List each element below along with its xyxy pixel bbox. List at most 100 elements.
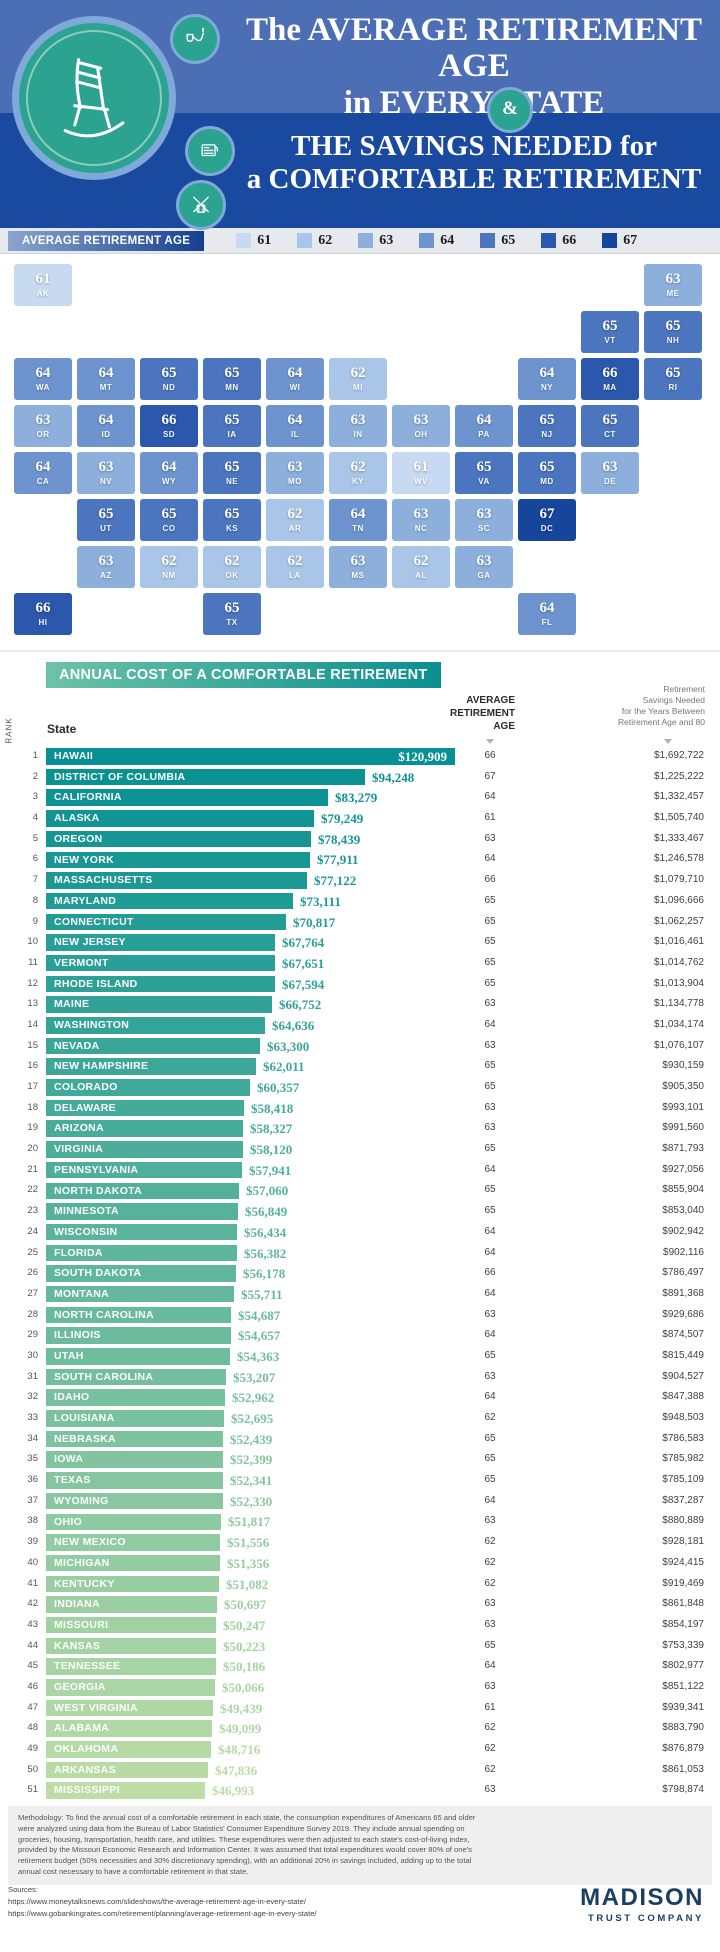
- table-row: 28 NORTH CAROLINA $54,687 63 $929,686: [0, 1305, 720, 1326]
- savings-header-line: Retirement: [663, 684, 705, 694]
- age-value: 62: [484, 1743, 496, 1754]
- cost-bar: NEW MEXICO: [46, 1534, 220, 1551]
- savings-value: $919,469: [662, 1577, 704, 1589]
- cost-bar: DISTRICT OF COLUMBIA: [46, 768, 365, 786]
- state-name-label: COLORADO: [54, 1081, 118, 1094]
- savings-value: $876,879: [662, 1743, 704, 1754]
- state-age-value: 63: [413, 506, 429, 522]
- state-name-label: ARIZONA: [54, 1122, 104, 1135]
- map-state-pa: 64 PA: [455, 405, 513, 447]
- state-age-value: 67: [539, 506, 555, 522]
- state-name-label: ALASKA: [54, 812, 100, 825]
- state-name-label: OHIO: [54, 1515, 83, 1528]
- cost-bar: MISSISSIPPI: [46, 1782, 205, 1799]
- savings-value: $1,013,904: [653, 977, 704, 989]
- state-name-label: OKLAHOMA: [54, 1743, 119, 1756]
- cost-value: $52,439: [230, 1431, 273, 1447]
- state-abbr-label: NV: [99, 477, 113, 486]
- savings-value: $904,527: [662, 1370, 704, 1382]
- table-row: 30 UTAH $54,363 65 $815,449: [0, 1346, 720, 1367]
- cost-value: $67,594: [282, 976, 325, 992]
- legend-swatch: [297, 233, 313, 248]
- age-value: 64: [484, 1494, 496, 1506]
- state-name-label: NORTH DAKOTA: [54, 1184, 142, 1197]
- rank-value: 40: [27, 1556, 38, 1568]
- state-name-label: NEW HAMPSHIRE: [54, 1060, 149, 1073]
- map-state-tn: 64 TN: [329, 499, 387, 541]
- state-abbr-label: MA: [603, 383, 617, 392]
- rank-value: 10: [27, 936, 38, 948]
- age-value: 64: [484, 1225, 496, 1237]
- rank-value: 17: [27, 1081, 38, 1092]
- rank-value: 22: [27, 1184, 38, 1196]
- rank-value: 44: [27, 1639, 38, 1651]
- table-row: 34 NEBRASKA $52,439 65 $786,583: [0, 1429, 720, 1450]
- map-state-ks: 65 KS: [203, 499, 261, 541]
- legend-swatch: [236, 233, 252, 248]
- cost-bar: FLORIDA: [46, 1244, 237, 1262]
- savings-value: $1,333,467: [653, 832, 704, 844]
- savings-value: $847,388: [662, 1391, 704, 1403]
- age-value: 63: [484, 1784, 496, 1796]
- state-age-value: 65: [476, 459, 492, 475]
- rank-value: 36: [27, 1474, 38, 1486]
- savings-value: $1,079,710: [653, 874, 704, 886]
- savings-value: $930,159: [662, 1060, 704, 1072]
- age-value: 62: [484, 1577, 496, 1589]
- rank-value: 25: [27, 1246, 38, 1258]
- rank-value: 27: [27, 1287, 38, 1299]
- savings-value: $993,101: [662, 1101, 704, 1113]
- age-value: 64: [484, 1391, 496, 1403]
- savings-value: $1,692,722: [653, 750, 704, 761]
- state-abbr-label: MI: [353, 383, 363, 392]
- table-row: 5 OREGON $78,439 63 $1,333,467: [0, 829, 720, 850]
- rank-value: 24: [27, 1225, 38, 1237]
- cost-bar: MONTANA: [46, 1285, 234, 1303]
- map-state-ga: 63 GA: [455, 546, 513, 588]
- cost-bar: KANSAS: [46, 1637, 216, 1655]
- cost-value: $51,082: [226, 1576, 269, 1592]
- state-age-value: 66: [161, 412, 177, 428]
- source-link-2[interactable]: https://www.gobankingrates.com/retiremen…: [8, 1908, 317, 1918]
- state-abbr-label: WV: [414, 477, 428, 486]
- table-row: 13 MAINE $66,752 63 $1,134,778: [0, 994, 720, 1015]
- rank-value: 18: [27, 1101, 38, 1113]
- rank-value: 19: [27, 1122, 38, 1134]
- age-value: 65: [484, 1474, 496, 1486]
- map-state-ak: 61 AK: [14, 264, 72, 306]
- table-row: 38 OHIO $51,817 63 $880,889: [0, 1511, 720, 1532]
- state-name-label: IOWA: [54, 1453, 84, 1466]
- state-age-value: 64: [476, 412, 492, 428]
- legend-item: 65: [480, 233, 515, 249]
- map-state-ca: 64 CA: [14, 452, 72, 494]
- state-abbr-label: VT: [604, 336, 616, 345]
- map-grid: 61 AK 63 ME 65 VT 65 NH 64 WA 64 MT 65 ND 65 MN 64 WI 62 MI…: [0, 264, 720, 644]
- table-row: 23 MINNESOTA $56,849 65 $853,040: [0, 1201, 720, 1222]
- source-link-1[interactable]: https://www.moneytalksnews.com/slideshow…: [8, 1896, 306, 1906]
- savings-column-header: Retirement Savings Needed for the Years …: [555, 684, 705, 728]
- state-age-value: 64: [287, 412, 303, 428]
- state-age-value: 65: [161, 365, 177, 381]
- age-value: 64: [484, 1018, 496, 1030]
- cost-value: $58,120: [250, 1142, 293, 1158]
- state-name-label: NEW JERSEY: [54, 936, 126, 949]
- rank-value: 42: [27, 1598, 38, 1610]
- state-abbr-label: MD: [540, 477, 554, 486]
- age-value: 64: [484, 853, 496, 865]
- state-abbr-label: KS: [225, 524, 239, 533]
- state-abbr-label: TX: [226, 618, 238, 627]
- age-value: 61: [484, 812, 496, 824]
- state-age-value: 65: [602, 318, 618, 334]
- pipe-icon: [170, 14, 220, 64]
- state-age-value: 64: [35, 459, 51, 475]
- logo-name: MADISON: [580, 1884, 704, 1911]
- cost-bar: NORTH DAKOTA: [46, 1182, 239, 1200]
- state-column-header: State: [47, 722, 77, 736]
- table-row: 31 SOUTH CAROLINA $53,207 63 $904,527: [0, 1367, 720, 1388]
- cost-value: $56,382: [244, 1245, 287, 1261]
- rank-value: 38: [27, 1515, 38, 1527]
- table-row: 42 INDIANA $50,697 63 $861,848: [0, 1594, 720, 1615]
- age-value: 65: [484, 915, 496, 927]
- age-value: 65: [484, 1639, 496, 1651]
- state-name-label: VIRGINIA: [54, 1143, 104, 1156]
